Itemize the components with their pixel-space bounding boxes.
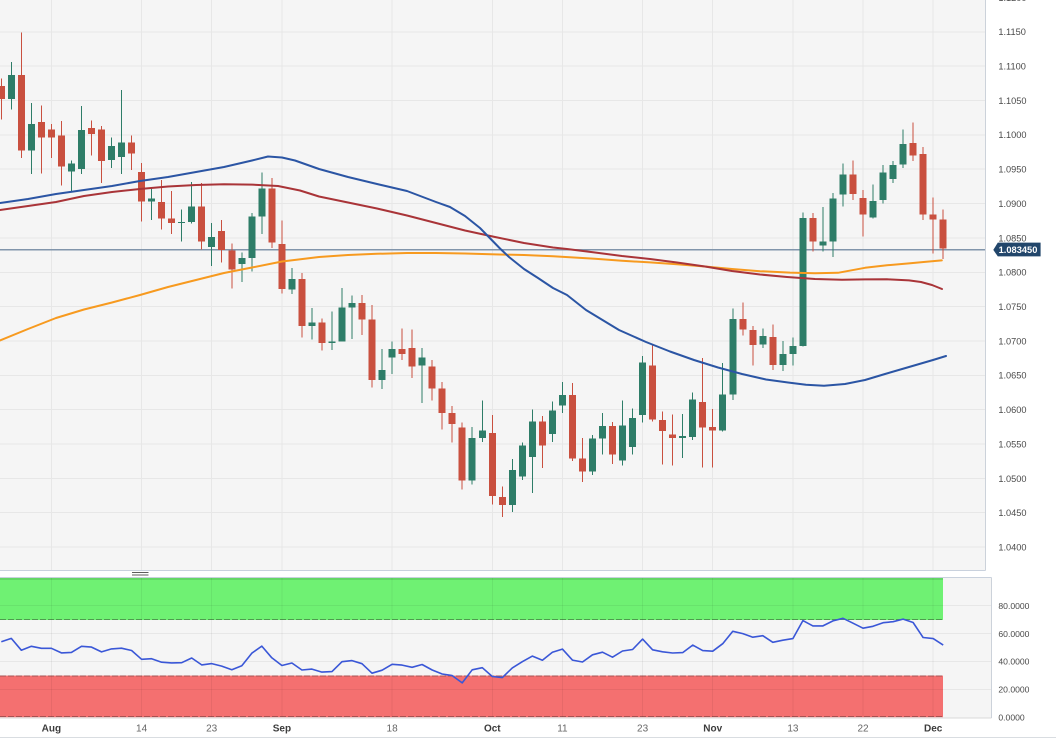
svg-text:1.1050: 1.1050 (998, 96, 1026, 106)
svg-text:22: 22 (857, 724, 869, 735)
svg-text:14: 14 (136, 724, 148, 735)
svg-text:1.0550: 1.0550 (998, 439, 1026, 449)
svg-text:1.0400: 1.0400 (998, 543, 1026, 553)
svg-text:0.0000: 0.0000 (998, 712, 1025, 722)
svg-text:1.0650: 1.0650 (998, 371, 1026, 381)
svg-text:1.0850: 1.0850 (998, 233, 1026, 243)
svg-text:1.0500: 1.0500 (998, 474, 1026, 484)
svg-text:1.1100: 1.1100 (998, 62, 1025, 72)
svg-text:80.0000: 80.0000 (998, 601, 1029, 611)
svg-text:1.0600: 1.0600 (998, 405, 1026, 415)
svg-text:1.083450: 1.083450 (999, 245, 1038, 255)
svg-text:13: 13 (787, 724, 799, 735)
svg-text:1.0450: 1.0450 (998, 508, 1026, 518)
svg-text:Dec: Dec (924, 724, 943, 735)
svg-text:1.0950: 1.0950 (998, 165, 1026, 175)
svg-text:Oct: Oct (484, 724, 501, 735)
svg-text:Sep: Sep (273, 724, 291, 735)
svg-text:1.0800: 1.0800 (998, 268, 1026, 278)
svg-text:20.0000: 20.0000 (998, 685, 1029, 695)
svg-text:1.0900: 1.0900 (998, 199, 1026, 209)
svg-text:60.0000: 60.0000 (998, 629, 1029, 639)
svg-text:1.0750: 1.0750 (998, 302, 1026, 312)
svg-text:Aug: Aug (42, 724, 61, 735)
svg-text:1.1150: 1.1150 (998, 27, 1025, 37)
svg-text:23: 23 (637, 724, 649, 735)
svg-text:1.1000: 1.1000 (998, 130, 1026, 140)
svg-text:18: 18 (387, 724, 399, 735)
svg-text:1.0700: 1.0700 (998, 336, 1026, 346)
svg-text:Nov: Nov (703, 724, 722, 735)
svg-text:11: 11 (557, 724, 568, 735)
svg-text:40.0000: 40.0000 (998, 657, 1029, 667)
svg-text:23: 23 (206, 724, 218, 735)
svg-text:1.1200: 1.1200 (998, 0, 1026, 3)
